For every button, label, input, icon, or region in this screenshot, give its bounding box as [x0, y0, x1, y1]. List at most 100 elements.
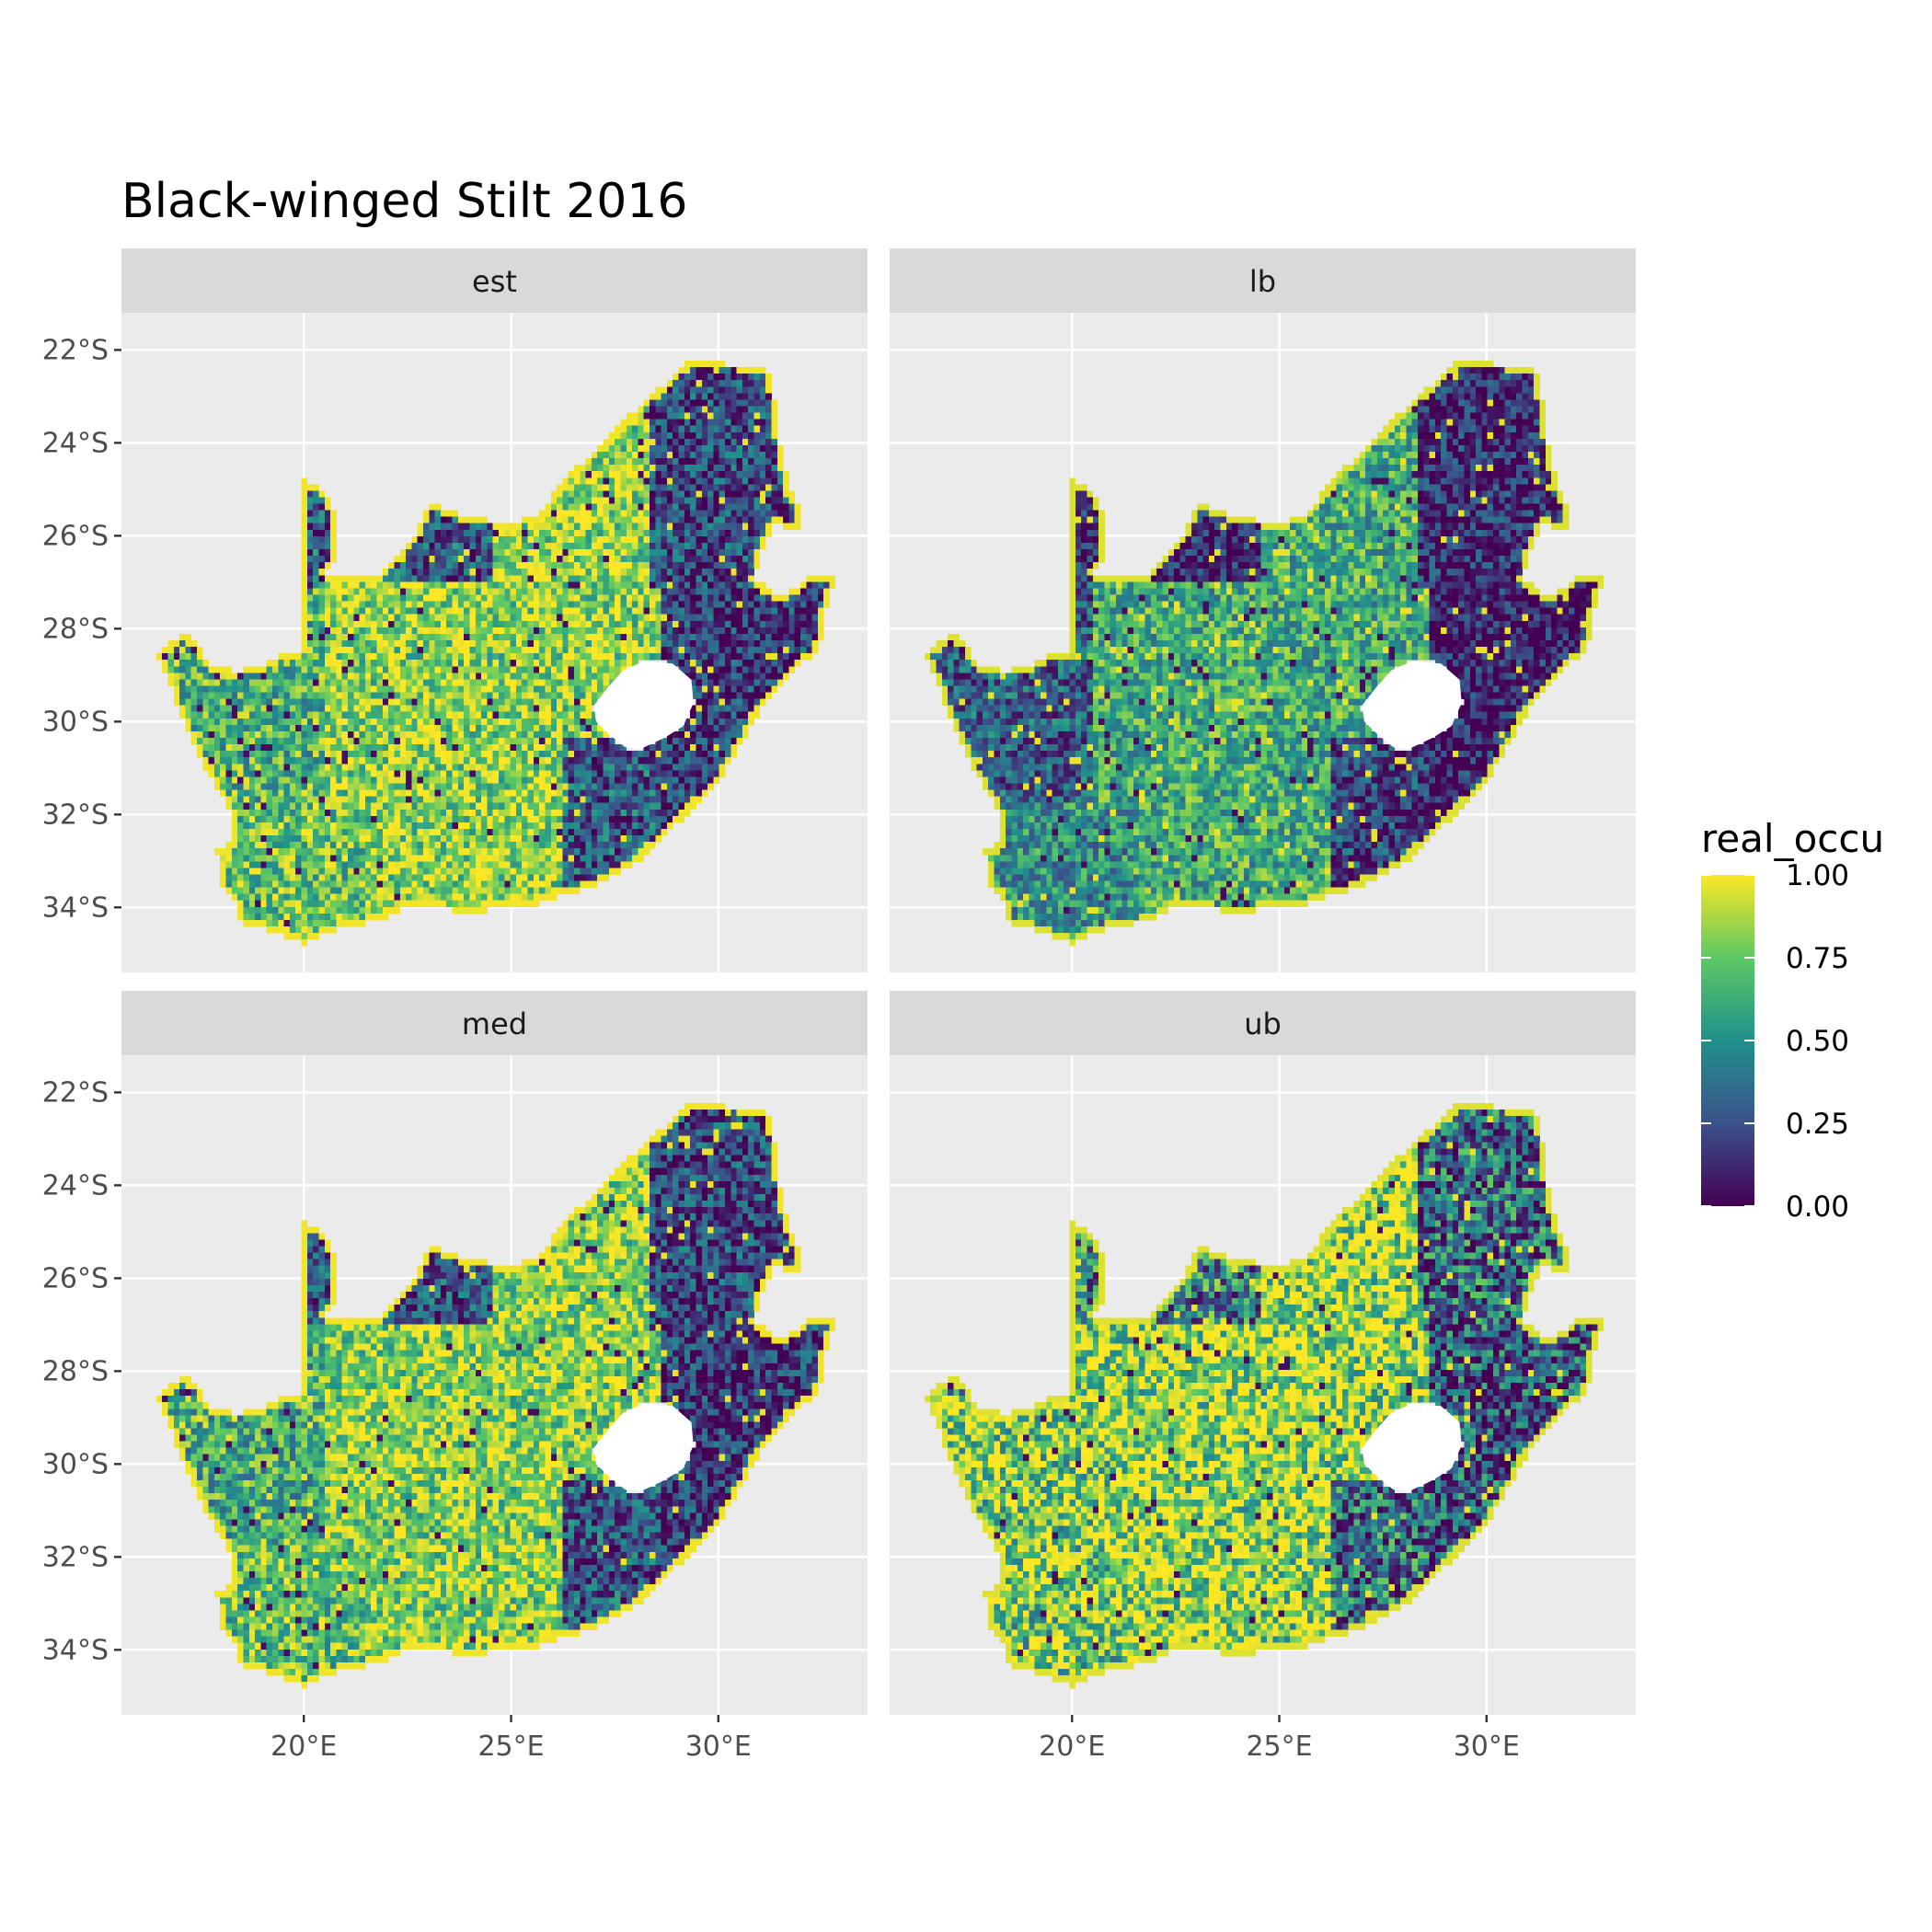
raster-cell	[457, 822, 465, 830]
raster-cell	[364, 770, 372, 777]
raster-cell	[371, 594, 377, 602]
raster-cell	[748, 412, 754, 420]
raster-cell	[301, 783, 308, 790]
raster-cell	[371, 581, 377, 589]
raster-cell	[306, 556, 314, 563]
raster-cell	[725, 425, 731, 433]
raster-cell	[771, 627, 778, 635]
raster-cell	[394, 692, 401, 699]
raster-cell	[464, 633, 470, 641]
raster-cell	[504, 705, 512, 713]
raster-cell	[440, 614, 447, 622]
raster-cell	[243, 705, 250, 713]
raster-cell	[719, 516, 726, 524]
raster-cell	[753, 412, 761, 420]
raster-cell	[388, 835, 395, 843]
raster-cell	[527, 711, 535, 719]
raster-cell	[713, 705, 720, 713]
raster-cell	[499, 829, 505, 836]
raster-cell	[626, 835, 633, 843]
raster-cell	[620, 556, 627, 563]
raster-cell	[411, 542, 419, 550]
raster-cell	[533, 633, 540, 641]
raster-cell	[446, 724, 453, 732]
raster-cell	[539, 569, 546, 576]
raster-cell	[719, 497, 726, 504]
raster-cell	[707, 490, 714, 498]
raster-cell	[522, 556, 528, 563]
raster-cell	[643, 444, 650, 453]
raster-cell	[719, 738, 726, 745]
raster-cell	[597, 744, 604, 752]
raster-cell	[574, 679, 581, 686]
raster-cell	[417, 535, 424, 544]
raster-cell	[597, 802, 604, 811]
raster-cell	[771, 660, 778, 667]
raster-cell	[457, 751, 465, 758]
raster-cell	[423, 711, 430, 719]
raster-cell	[550, 829, 558, 836]
raster-cell	[371, 783, 377, 790]
raster-cell	[684, 660, 691, 667]
raster-cell	[306, 666, 314, 673]
raster-cell	[690, 569, 696, 576]
raster-cell	[533, 730, 540, 739]
raster-cell	[306, 757, 314, 765]
raster-cell	[719, 523, 726, 531]
raster-cell	[429, 783, 436, 790]
raster-cell	[557, 529, 563, 537]
raster-cell	[574, 607, 581, 615]
raster-cell	[742, 452, 749, 459]
raster-cell	[638, 783, 645, 790]
raster-cell	[388, 581, 395, 589]
raster-cell	[707, 620, 714, 628]
raster-cell	[429, 829, 436, 836]
raster-cell	[324, 620, 331, 628]
raster-cell	[208, 692, 215, 699]
raster-cell	[696, 764, 703, 771]
raster-cell	[371, 744, 377, 752]
raster-cell	[725, 380, 731, 387]
raster-cell	[208, 685, 215, 693]
raster-cell	[353, 685, 361, 693]
raster-cell	[638, 575, 645, 582]
raster-cell	[423, 724, 430, 732]
raster-cell	[725, 556, 731, 563]
raster-cell	[591, 477, 598, 485]
raster-cell	[632, 477, 638, 485]
raster-cell	[464, 549, 470, 557]
raster-cell	[829, 581, 836, 589]
raster-cell	[650, 444, 656, 453]
raster-cell	[713, 399, 720, 407]
raster-cell	[499, 822, 505, 830]
raster-cell	[696, 458, 703, 466]
raster-cell	[632, 419, 638, 427]
raster-cell	[190, 738, 198, 745]
raster-cell	[574, 692, 581, 699]
raster-cell	[464, 770, 470, 777]
raster-cell	[492, 757, 500, 765]
raster-cell	[266, 673, 273, 680]
raster-cell	[440, 770, 447, 777]
raster-cell	[481, 666, 488, 673]
raster-cell	[725, 367, 731, 374]
raster-cell	[464, 620, 470, 628]
raster-cell	[643, 399, 650, 407]
raster-cell	[492, 738, 500, 745]
raster-cell	[661, 738, 668, 745]
raster-cell	[324, 679, 331, 686]
raster-cell	[318, 594, 326, 602]
raster-cell	[417, 770, 424, 777]
raster-cell	[306, 698, 314, 707]
raster-cell	[759, 581, 766, 589]
raster-cell	[597, 796, 604, 804]
raster-cell	[336, 757, 343, 765]
raster-cell	[197, 685, 203, 693]
raster-cell	[719, 471, 726, 478]
raster-cell	[411, 653, 419, 661]
raster-cell	[643, 523, 650, 531]
raster-cell	[591, 692, 598, 699]
raster-cell	[684, 601, 691, 609]
raster-cell	[318, 698, 326, 707]
raster-cell	[522, 549, 528, 557]
